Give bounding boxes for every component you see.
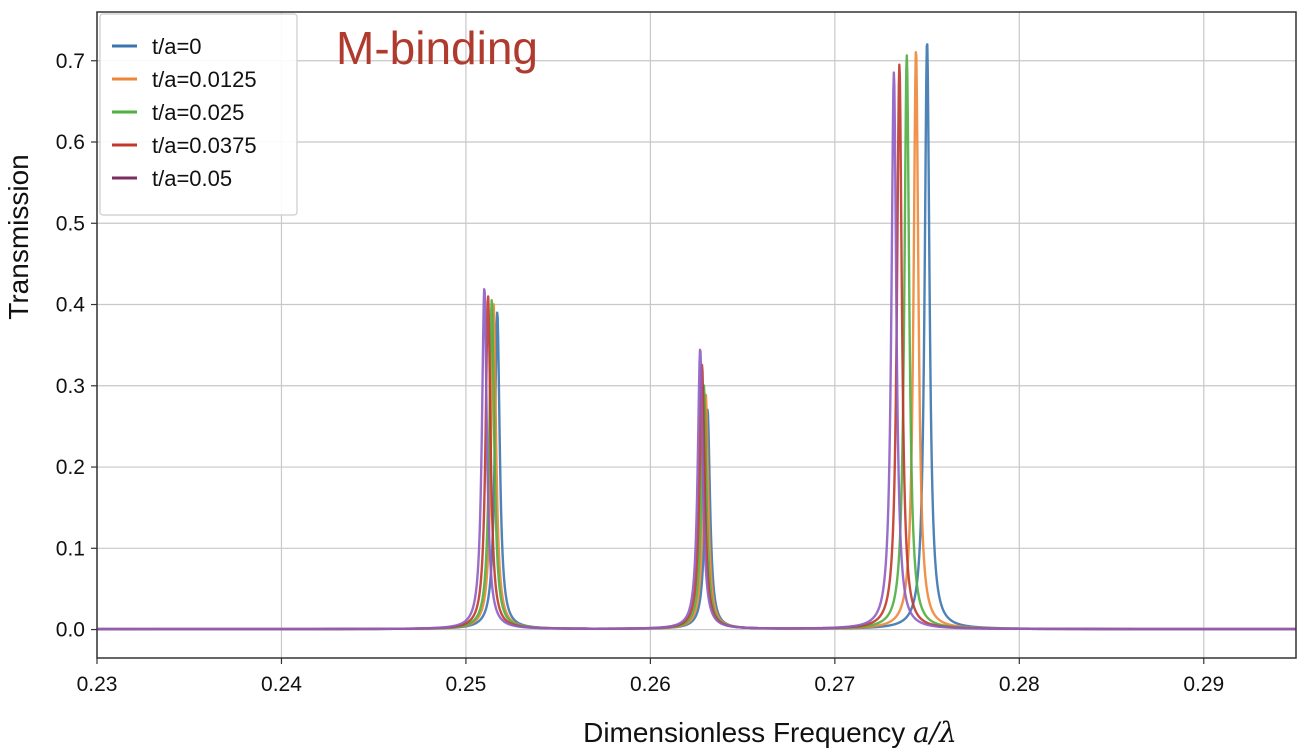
x-tick-label: 0.27 (814, 673, 855, 696)
y-tick-label: 0.1 (56, 537, 85, 560)
legend: t/a=0 t/a=0.0125 t/a=0.025 t/a=0.0375 t/a=0.… (99, 13, 298, 216)
x-tick-label: 0.28 (999, 673, 1040, 696)
x-axis-label: Dimensionless Frequency a/λ (583, 716, 957, 749)
y-tick-label: 0.6 (56, 131, 85, 154)
legend-label: t/a=0 (152, 34, 202, 59)
legend-label: t/a=0.025 (152, 100, 244, 125)
x-tick-label: 0.26 (630, 673, 671, 696)
x-axis-label-math: a/λ (913, 716, 957, 749)
y-tick-label: 0.2 (56, 456, 85, 479)
y-axis-label: Transmission (3, 154, 34, 319)
y-tick-label: 0.7 (56, 50, 85, 73)
x-axis-label-text: Dimensionless Frequency (583, 717, 913, 748)
plot-frame (96, 11, 1297, 659)
legend-label: t/a=0.0375 (152, 133, 257, 158)
series-line (96, 71, 1297, 631)
x-tick-label: 0.23 (77, 673, 118, 696)
y-tick-label: 0.0 (56, 619, 85, 642)
y-tick-label: 0.3 (56, 375, 85, 398)
legend-box (99, 13, 298, 216)
x-tick-label: 0.25 (445, 673, 486, 696)
y-axis-ticks: 0.0 0.1 0.2 0.3 0.4 0.5 0.6 0.7 (56, 50, 97, 642)
y-tick-label: 0.5 (56, 212, 85, 235)
legend-label: t/a=0.0125 (152, 67, 257, 92)
x-axis-ticks: 0.23 0.24 0.25 0.26 0.27 0.28 0.29 (77, 658, 1224, 696)
series-lines (96, 43, 1297, 631)
x-tick-label: 0.24 (261, 673, 302, 696)
legend-items: t/a=0 t/a=0.0125 t/a=0.025 t/a=0.0375 t/a=0.… (112, 34, 257, 191)
x-tick-label: 0.29 (1183, 673, 1224, 696)
y-tick-label: 0.4 (56, 294, 86, 317)
legend-label: t/a=0.05 (152, 166, 232, 191)
chart-annotation: M-binding (336, 22, 538, 74)
